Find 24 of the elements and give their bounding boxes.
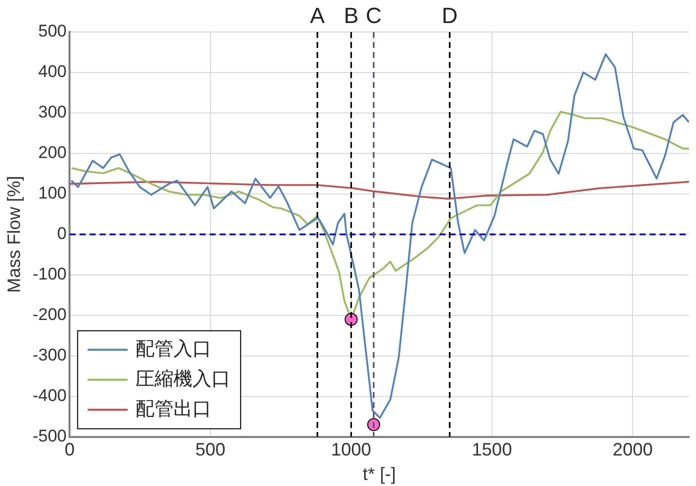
y-tick-label: -400 [32, 386, 67, 406]
ref-line-label: C [366, 3, 382, 28]
y-tick-label: 200 [38, 143, 67, 162]
y-tick-label: 500 [38, 22, 67, 41]
y-tick-label: 400 [38, 62, 67, 82]
x-tick-label: 1500 [472, 440, 512, 460]
y-axis-title: Mass Flow [%] [4, 176, 24, 293]
y-tick-label: 300 [38, 102, 67, 122]
ref-line-label: A [310, 3, 326, 28]
y-tick-label: -300 [32, 346, 67, 365]
y-tick-label: -200 [32, 305, 67, 324]
legend-label: 配管出口 [136, 399, 212, 420]
y-tick-label: -100 [32, 264, 67, 284]
x-tick-label: 500 [195, 440, 226, 460]
y-tick-label: 0 [57, 224, 67, 244]
x-axis-title: t* [-] [362, 464, 396, 484]
x-tick-label: 2000 [612, 440, 653, 460]
ref-line-label: D [442, 3, 458, 28]
legend-label: 配管入口 [136, 339, 212, 360]
ref-line-label: B [344, 3, 359, 28]
legend-label: 圧縮機入口 [136, 369, 231, 390]
y-tick-label: 100 [38, 184, 67, 203]
x-tick-label: 1000 [331, 440, 372, 460]
y-tick-label: -500 [32, 426, 67, 446]
